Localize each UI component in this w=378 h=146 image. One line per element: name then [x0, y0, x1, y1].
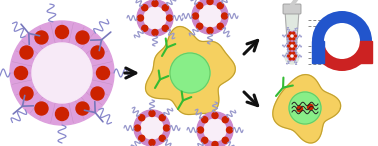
Circle shape — [307, 104, 313, 110]
Wedge shape — [312, 11, 372, 41]
Circle shape — [76, 102, 89, 115]
Circle shape — [162, 5, 168, 11]
Circle shape — [217, 3, 223, 9]
Circle shape — [289, 92, 321, 124]
Circle shape — [289, 32, 291, 34]
Circle shape — [293, 42, 294, 44]
Circle shape — [217, 23, 223, 29]
Circle shape — [207, 27, 213, 33]
Circle shape — [197, 127, 203, 133]
Circle shape — [288, 35, 290, 37]
Circle shape — [192, 0, 228, 34]
Circle shape — [144, 7, 166, 29]
Circle shape — [32, 43, 92, 103]
Circle shape — [288, 45, 290, 47]
Circle shape — [20, 46, 33, 59]
Circle shape — [199, 5, 221, 27]
Circle shape — [289, 48, 291, 50]
Circle shape — [293, 52, 294, 54]
FancyBboxPatch shape — [283, 4, 301, 14]
Circle shape — [20, 87, 33, 100]
Circle shape — [91, 46, 104, 59]
Circle shape — [226, 127, 232, 133]
Circle shape — [288, 32, 296, 40]
Circle shape — [289, 52, 291, 54]
Circle shape — [293, 38, 294, 40]
Circle shape — [152, 29, 158, 35]
Circle shape — [197, 23, 203, 29]
Circle shape — [289, 38, 291, 40]
Circle shape — [149, 139, 155, 146]
Circle shape — [222, 13, 228, 19]
Circle shape — [14, 66, 28, 80]
Circle shape — [202, 137, 208, 143]
Circle shape — [164, 125, 169, 131]
Circle shape — [170, 53, 210, 93]
Circle shape — [76, 31, 89, 44]
Circle shape — [293, 58, 294, 60]
Circle shape — [166, 15, 172, 21]
Circle shape — [288, 41, 296, 51]
Circle shape — [212, 113, 218, 119]
Circle shape — [159, 135, 165, 141]
Circle shape — [142, 25, 148, 31]
Circle shape — [149, 111, 155, 117]
Circle shape — [192, 13, 198, 19]
Circle shape — [293, 32, 294, 34]
Circle shape — [294, 35, 296, 37]
Circle shape — [134, 110, 170, 146]
Circle shape — [288, 55, 290, 57]
Circle shape — [285, 50, 299, 64]
Circle shape — [204, 119, 226, 141]
Circle shape — [141, 117, 163, 139]
Circle shape — [197, 112, 233, 146]
Circle shape — [202, 117, 208, 123]
Circle shape — [297, 106, 302, 112]
Bar — [312, 41, 324, 63]
Circle shape — [289, 43, 295, 49]
Circle shape — [138, 15, 144, 21]
Circle shape — [222, 137, 228, 143]
Circle shape — [135, 125, 141, 131]
Circle shape — [207, 0, 213, 5]
Circle shape — [289, 42, 291, 44]
Bar — [360, 41, 372, 63]
Polygon shape — [273, 75, 341, 143]
Wedge shape — [312, 41, 372, 71]
Circle shape — [10, 21, 114, 125]
Circle shape — [35, 102, 48, 115]
Polygon shape — [285, 11, 299, 61]
Circle shape — [56, 107, 68, 120]
Circle shape — [289, 53, 295, 59]
Circle shape — [197, 3, 203, 9]
Circle shape — [294, 55, 296, 57]
Circle shape — [222, 117, 228, 123]
Circle shape — [96, 66, 110, 80]
Circle shape — [159, 115, 165, 121]
Circle shape — [35, 31, 48, 44]
Circle shape — [212, 141, 218, 146]
Circle shape — [137, 0, 173, 36]
Circle shape — [288, 52, 296, 60]
Circle shape — [289, 58, 291, 60]
Circle shape — [294, 45, 296, 47]
Circle shape — [289, 33, 295, 39]
Circle shape — [91, 87, 104, 100]
Circle shape — [139, 115, 145, 121]
Circle shape — [139, 135, 145, 141]
Circle shape — [293, 48, 294, 50]
Polygon shape — [146, 27, 235, 114]
Circle shape — [162, 25, 168, 31]
Circle shape — [56, 26, 68, 39]
Circle shape — [142, 5, 148, 11]
Circle shape — [152, 0, 158, 7]
